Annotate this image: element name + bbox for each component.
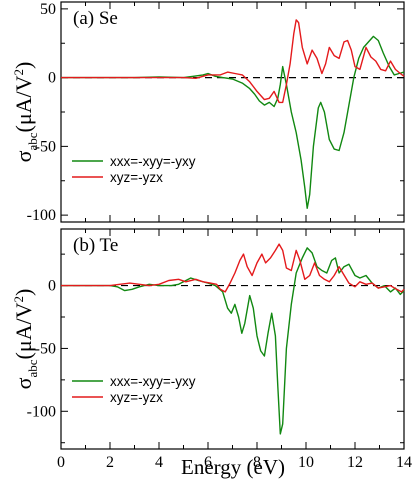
panel-label: (b) Te <box>73 235 118 256</box>
y-tick-label: -100 <box>27 207 56 224</box>
x-tick-label: 8 <box>253 454 261 471</box>
x-tick-label: 2 <box>106 454 114 471</box>
x-tick-label: 4 <box>155 454 163 471</box>
y-tick-label: 50 <box>40 1 56 18</box>
x-tick-label: 0 <box>57 454 65 471</box>
x-tick-label: 10 <box>298 454 314 471</box>
plot-frame <box>60 1 405 223</box>
plot-frame <box>60 228 405 450</box>
y-tick-label: 0 <box>48 70 56 87</box>
series-line <box>61 35 405 209</box>
y-tick-label: -50 <box>35 138 56 155</box>
y-tick-label: -100 <box>27 403 56 420</box>
x-axis-tick-labels: 0 2 4 6 8 10 12 14 <box>57 454 412 471</box>
y-tick-label: 0 <box>48 278 56 295</box>
legend-entry: xyz=-yzx <box>110 390 163 405</box>
series-line <box>61 19 405 104</box>
y-axis-title: σabc(μA/V2) <box>11 289 40 390</box>
panel-label: (a) Se <box>73 8 118 29</box>
y-axis-title: σabc(μA/V2) <box>11 62 40 163</box>
legend-entry: xyz=-yzx <box>110 170 163 185</box>
x-tick-label: 14 <box>396 454 412 471</box>
y-tick-label: -50 <box>35 340 56 357</box>
legend-entry: xxx=-xyy=-yxy <box>110 374 196 389</box>
legend-entry: xxx=-xyy=-yxy <box>110 154 196 169</box>
x-tick-label: 6 <box>204 454 212 471</box>
series-line <box>61 243 405 293</box>
x-tick-label: 12 <box>347 454 363 471</box>
x-axis-title: Energy (eV) <box>181 455 285 479</box>
series-line <box>61 247 405 435</box>
